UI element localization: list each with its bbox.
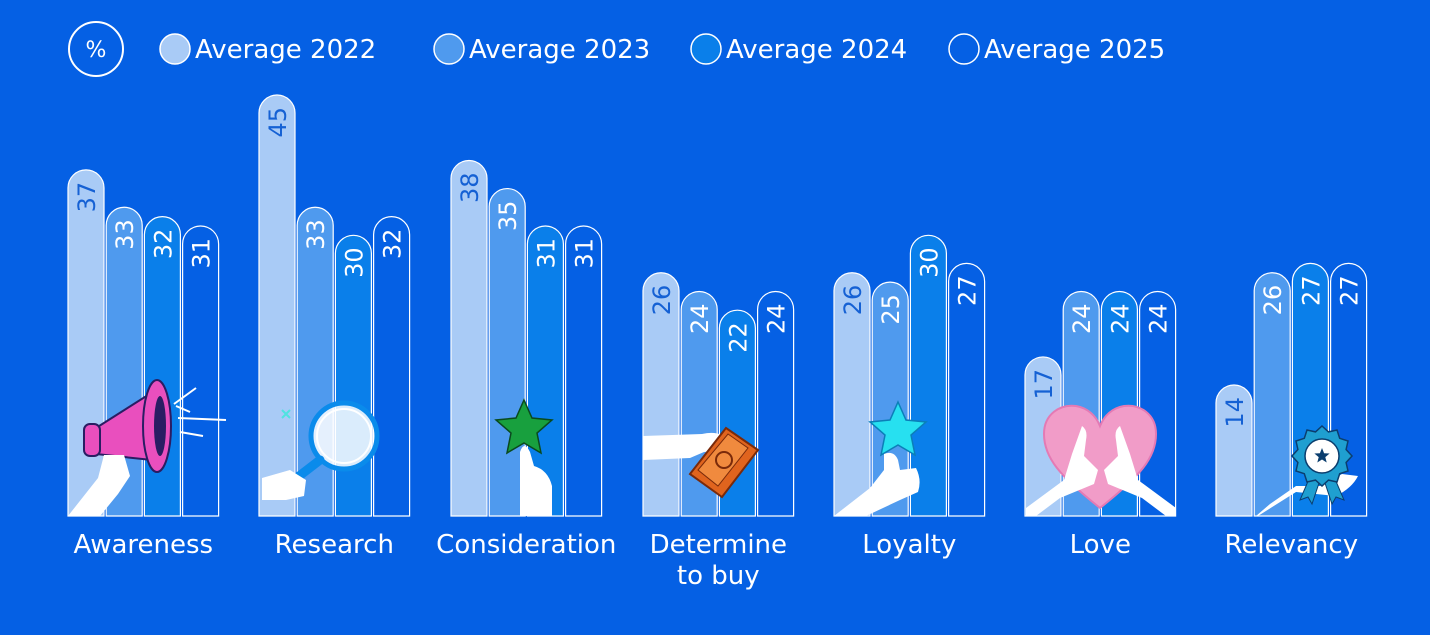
legend-item: Average 2022 <box>159 33 376 65</box>
category-label: Relevancy <box>1225 530 1359 560</box>
bar-value-label: 31 <box>188 238 216 269</box>
legend-label: Average 2022 <box>195 35 376 65</box>
category-label: Determine to buy <box>650 530 787 591</box>
bar <box>757 290 795 517</box>
bar <box>182 225 220 517</box>
bar-value-label: 14 <box>1221 397 1249 428</box>
bar-value-label: 17 <box>1030 369 1058 400</box>
bar <box>373 216 411 517</box>
legend-swatch <box>159 33 191 65</box>
icons <box>68 379 1358 516</box>
bar-value-label: 24 <box>763 303 791 334</box>
bar-value-label: 35 <box>494 201 522 232</box>
bar <box>1215 384 1253 517</box>
unit-badge-label: % <box>86 38 107 63</box>
bar-value-label: 33 <box>302 219 330 250</box>
magnifier-icon <box>262 400 380 500</box>
bar <box>565 225 603 517</box>
bar-value-label: 27 <box>1336 275 1364 306</box>
bar <box>909 234 947 517</box>
bar-value-label: 26 <box>839 285 867 316</box>
category-label: Research <box>275 530 394 560</box>
bar-value-label: 27 <box>1297 275 1325 306</box>
money-wallet-icon <box>643 426 760 499</box>
bar <box>488 187 526 517</box>
bar-value-label: 33 <box>111 219 139 250</box>
bar-value-label: 24 <box>1068 303 1096 334</box>
megaphone-icon <box>68 379 227 516</box>
bar-value-label: 24 <box>1145 303 1173 334</box>
bar <box>450 159 488 517</box>
bar-value-label: 26 <box>1259 285 1287 316</box>
bar-value-label: 38 <box>456 172 484 203</box>
bar-value-label: 27 <box>954 275 982 306</box>
bar <box>143 216 181 517</box>
bar <box>1024 356 1062 517</box>
award-badge-icon <box>1256 424 1358 516</box>
bar-value-label: 32 <box>149 229 177 260</box>
legend-swatch <box>690 33 722 65</box>
legend-label: Average 2025 <box>984 35 1165 65</box>
legend-item: Average 2023 <box>433 33 650 65</box>
legend-item: Average 2025 <box>948 33 1165 65</box>
category-labels: Awareness Research Consideration Determine t… <box>73 530 1358 591</box>
bar-value-label: 22 <box>724 322 752 353</box>
bar-value-label: 45 <box>264 107 292 138</box>
category-label: Love <box>1070 530 1131 560</box>
bar <box>948 262 986 517</box>
bar-value-label: 31 <box>571 238 599 269</box>
legend-label: Average 2024 <box>726 35 907 65</box>
legend-swatch <box>433 33 465 65</box>
bar-value-label: 30 <box>340 247 368 278</box>
legend-item: Average 2024 <box>690 33 907 65</box>
cyan-star-icon <box>834 400 928 516</box>
green-star-icon <box>494 398 554 516</box>
legend-swatch <box>948 33 980 65</box>
bar-value-label: 37 <box>73 182 101 213</box>
legend-label: Average 2023 <box>469 35 650 65</box>
bar-value-label: 32 <box>379 229 407 260</box>
category-label: Awareness <box>73 530 213 560</box>
bar-value-label: 24 <box>1106 303 1134 334</box>
bar-value-label: 26 <box>648 285 676 316</box>
category-group: 37 33 32 31 <box>67 169 220 517</box>
bar <box>871 281 909 517</box>
bar <box>1253 272 1291 517</box>
legend: % Average 2022 Average 2023 Average 2024 Ave… <box>68 21 1165 77</box>
heart-hands-icon <box>1026 404 1176 516</box>
category-group: 14 26 27 27 <box>1215 262 1368 517</box>
category-label: Consideration <box>436 530 616 560</box>
unit-badge: % <box>68 21 124 77</box>
bar-value-label: 24 <box>686 303 714 334</box>
bar-value-label: 25 <box>877 294 905 325</box>
category-group: 26 25 30 27 <box>833 234 986 517</box>
bar <box>833 272 871 517</box>
bar <box>67 169 105 517</box>
bar-value-label: 30 <box>915 247 943 278</box>
bar <box>258 94 296 517</box>
bar-value-label: 31 <box>532 238 560 269</box>
category-label: Loyalty <box>862 530 956 560</box>
